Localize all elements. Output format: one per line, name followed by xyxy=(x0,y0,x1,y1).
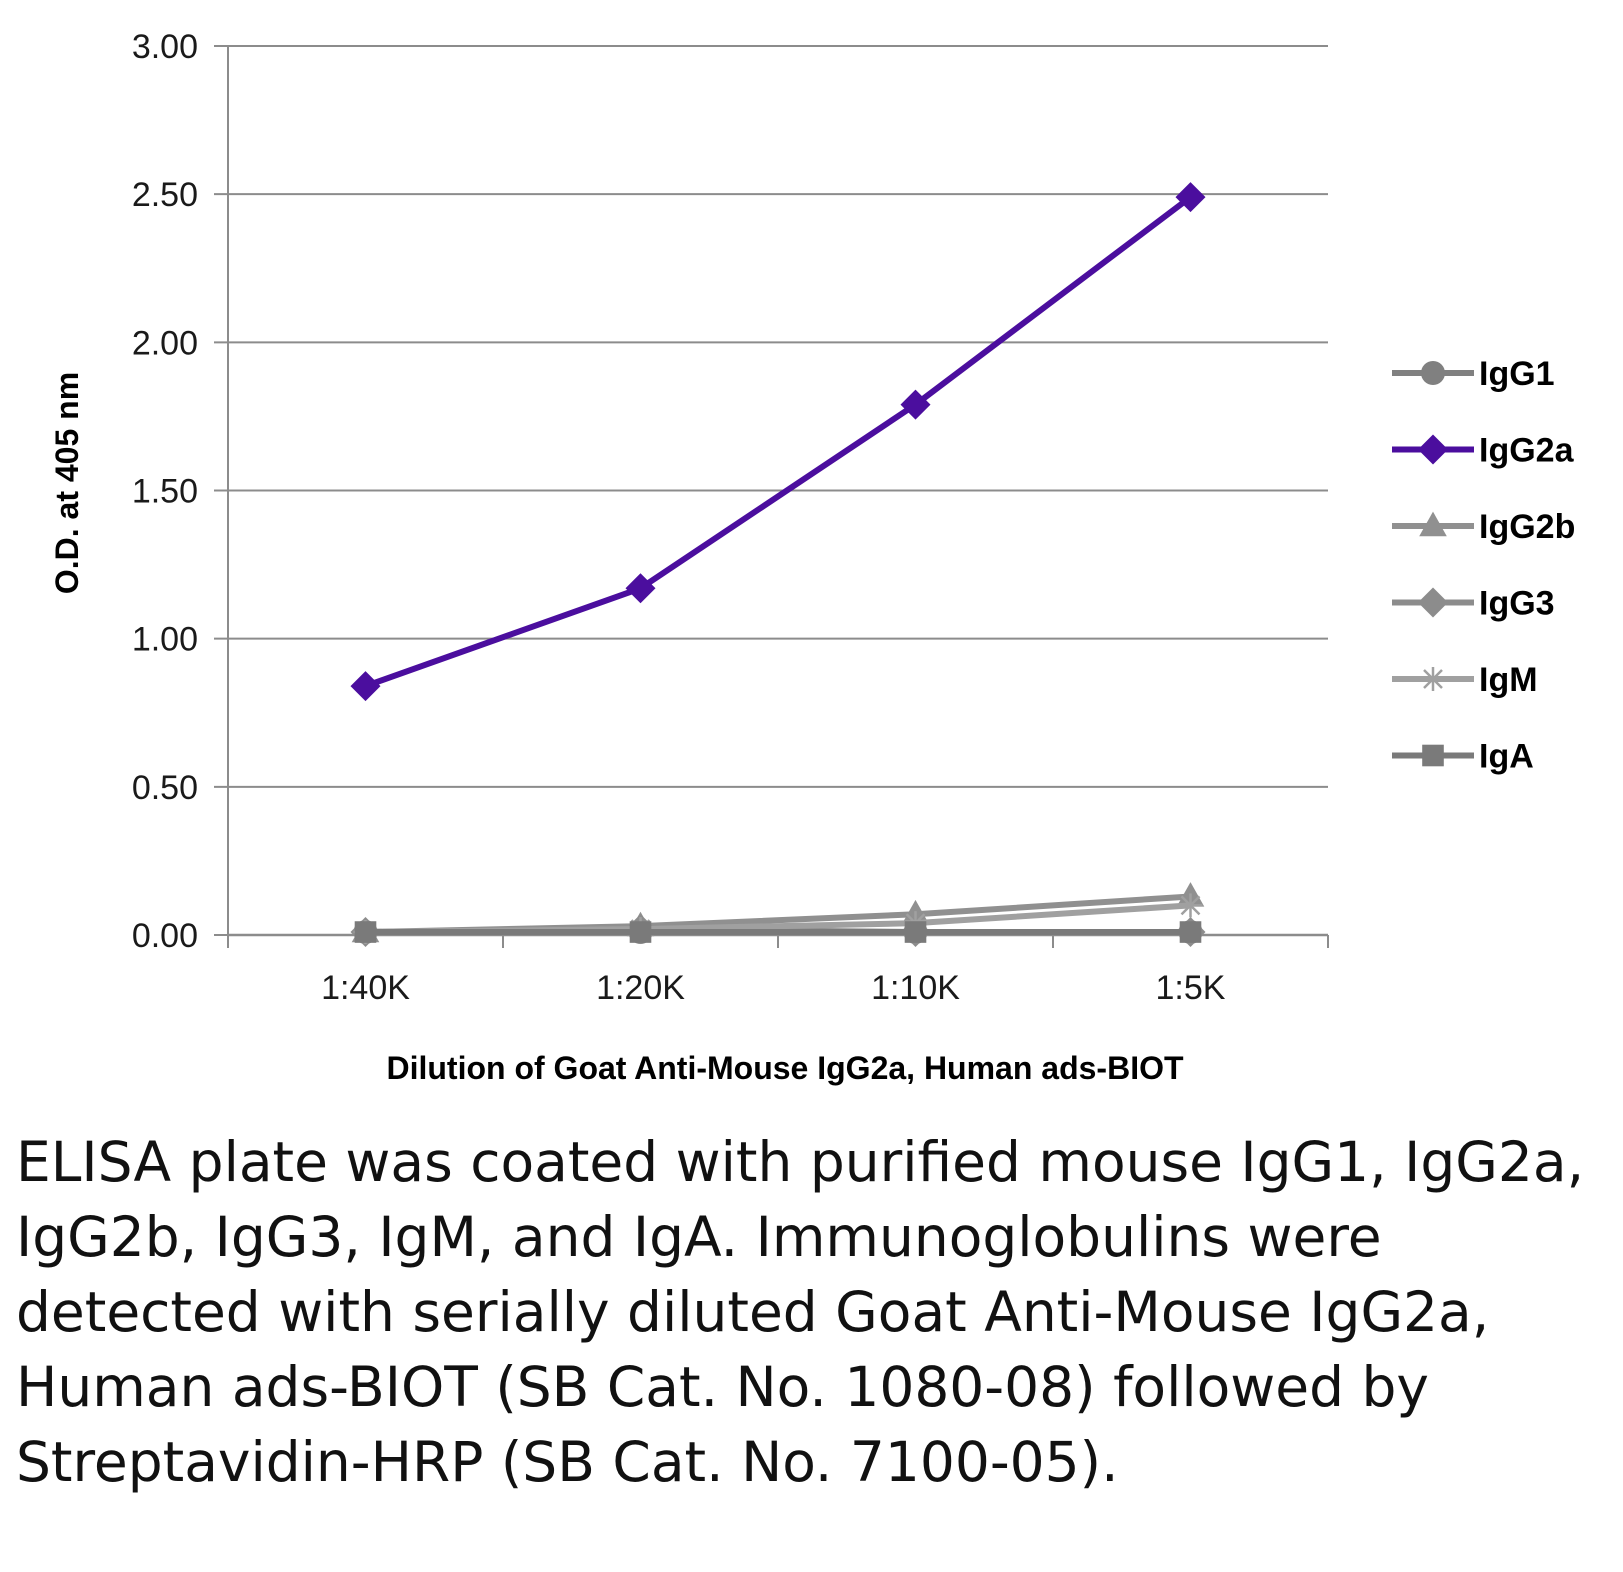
legend: IgG1 IgG2a IgG2b IgG3 IgM IgA xyxy=(1392,355,1575,776)
legend-item-igg3: IgG3 xyxy=(1392,585,1555,623)
legend-item-igg2a: IgG2a xyxy=(1392,432,1575,470)
x-tick-label: 1:40K xyxy=(321,969,410,1007)
data-point-igg2a xyxy=(900,389,931,420)
y-tick-label: 1.50 xyxy=(132,473,198,511)
data-point-igg2a xyxy=(350,671,381,702)
legend-label: IgG2a xyxy=(1479,432,1575,470)
legend-label: IgM xyxy=(1479,661,1538,699)
legend-marker xyxy=(1419,511,1447,537)
data-point-iga xyxy=(1179,921,1202,943)
legend-label: IgA xyxy=(1479,738,1534,776)
data-point-iga xyxy=(904,921,927,943)
data-point-iga xyxy=(354,921,377,943)
x-tick-label: 1:5K xyxy=(1156,969,1226,1007)
series-lines xyxy=(350,182,1206,948)
data-point-igm xyxy=(1178,893,1203,918)
y-tick-label: 0.50 xyxy=(132,769,198,807)
legend-item-igg1: IgG1 xyxy=(1392,355,1555,393)
y-tick-label: 1.00 xyxy=(132,621,198,659)
x-axis-title: Dilution of Goat Anti-Mouse IgG2a, Human… xyxy=(386,1050,1183,1086)
legend-marker xyxy=(1418,434,1448,465)
y-tick-label: 0.00 xyxy=(132,917,198,955)
y-axis-title: O.D. at 405 nm xyxy=(49,372,85,594)
x-tick-label: 1:10K xyxy=(871,969,960,1007)
gridlines xyxy=(214,45,1328,936)
series-iga xyxy=(354,921,1202,943)
axes: 0.00 0.50 1.00 1.50 2.00 2.50 3.00 1:40K 1:20K 1:… xyxy=(132,28,1329,1007)
legend-marker xyxy=(1418,587,1448,618)
legend-marker xyxy=(1421,667,1445,691)
elisa-line-chart: 0.00 0.50 1.00 1.50 2.00 2.50 3.00 1:40K 1:20K 1:… xyxy=(49,28,1575,1086)
legend-label: IgG2b xyxy=(1479,508,1575,546)
series-igg2a xyxy=(350,182,1206,702)
y-tick-label: 2.00 xyxy=(132,324,198,362)
figure-caption: ELISA plate was coated with purified mou… xyxy=(16,1130,1585,1494)
y-tick-label: 3.00 xyxy=(132,28,198,66)
legend-item-igm: IgM xyxy=(1392,661,1538,699)
legend-label: IgG1 xyxy=(1479,355,1555,393)
legend-marker xyxy=(1421,361,1445,385)
legend-marker xyxy=(1422,744,1444,767)
data-point-igg2a xyxy=(625,573,656,604)
data-point-iga xyxy=(629,921,652,943)
data-point-igg2a xyxy=(1175,182,1206,213)
legend-label: IgG3 xyxy=(1479,585,1555,623)
x-tick-label: 1:20K xyxy=(596,969,685,1007)
y-tick-label: 2.50 xyxy=(132,176,198,214)
legend-item-igg2b: IgG2b xyxy=(1392,508,1575,546)
legend-item-iga: IgA xyxy=(1392,738,1534,776)
series-line-igg2a xyxy=(364,194,1193,689)
